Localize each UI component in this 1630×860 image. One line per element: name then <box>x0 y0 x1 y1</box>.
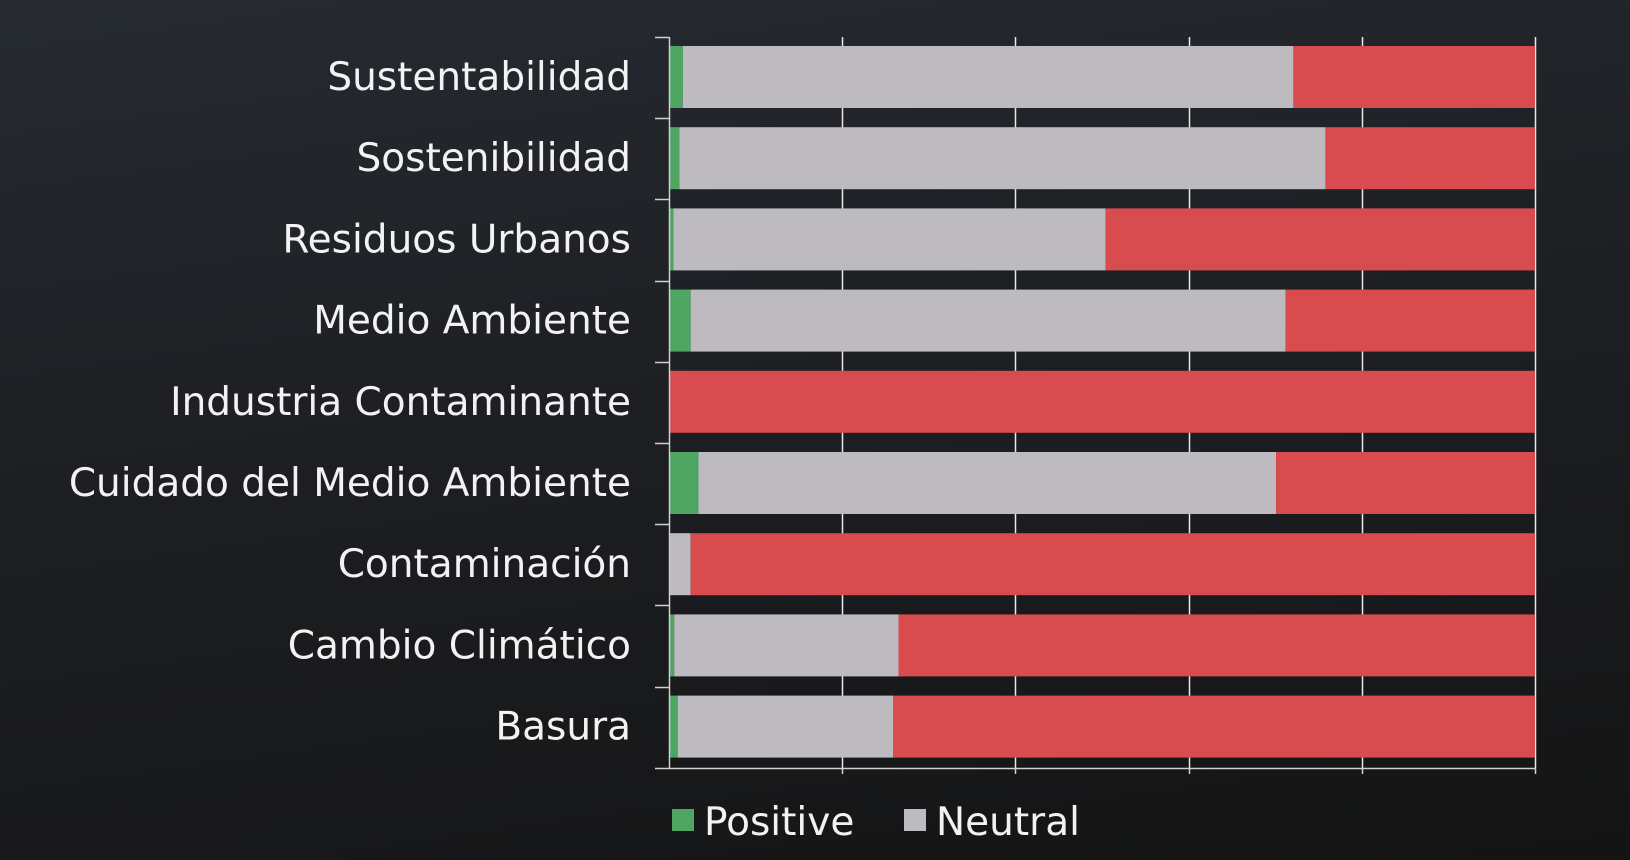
category-label: Sostenibilidad <box>357 136 631 181</box>
category-label: Cambio Climático <box>288 623 631 668</box>
bar-segment-negative <box>893 695 1535 758</box>
category-labels: Sustentabilidad Sostenibilidad Residuos Ur… <box>69 55 631 750</box>
category-label: Medio Ambiente <box>313 299 631 344</box>
legend: Positive Neutral <box>672 800 1080 845</box>
category-label: Contaminación <box>338 542 631 587</box>
legend-label-positive: Positive <box>704 800 854 845</box>
legend-swatch-positive <box>672 809 694 831</box>
bar-segment-positive <box>669 695 678 758</box>
bar-segment-neutral <box>682 46 1294 108</box>
axis-layer <box>655 36 1537 774</box>
bar-segment-negative <box>690 533 1535 596</box>
legend-label-neutral: Neutral <box>936 800 1080 845</box>
bar-segment-positive <box>669 46 683 108</box>
bar-segment-negative <box>669 370 1535 433</box>
legend-swatch-neutral <box>904 809 926 831</box>
category-label: Industria Contaminante <box>170 380 631 425</box>
bar-segment-negative <box>1276 452 1535 514</box>
bar-segment-negative <box>898 614 1535 677</box>
bar-segment-neutral <box>690 289 1286 352</box>
category-label: Sustentabilidad <box>327 55 631 100</box>
bar-segment-negative <box>1293 46 1535 108</box>
bar-segment-positive <box>669 452 699 514</box>
bar-segment-neutral <box>698 452 1277 514</box>
bar-segment-neutral <box>677 695 894 758</box>
category-label: Residuos Urbanos <box>282 217 631 262</box>
category-label: Cuidado del Medio Ambiente <box>69 461 631 506</box>
bar-segment-neutral <box>673 208 1106 271</box>
category-label: Basura <box>495 705 631 750</box>
bar-segment-negative <box>1325 127 1535 190</box>
bar-segment-positive <box>669 614 675 677</box>
bar-segment-positive <box>669 289 691 352</box>
bar-segment-neutral <box>679 127 1326 190</box>
bar-segment-negative <box>1105 208 1535 271</box>
bar-segment-negative <box>1285 289 1535 352</box>
bar-segment-positive <box>669 127 680 190</box>
bar-segment-neutral <box>669 533 691 596</box>
bars-layer <box>669 46 1535 758</box>
bar-segment-neutral <box>674 614 899 677</box>
bar-segment-positive <box>669 208 674 271</box>
